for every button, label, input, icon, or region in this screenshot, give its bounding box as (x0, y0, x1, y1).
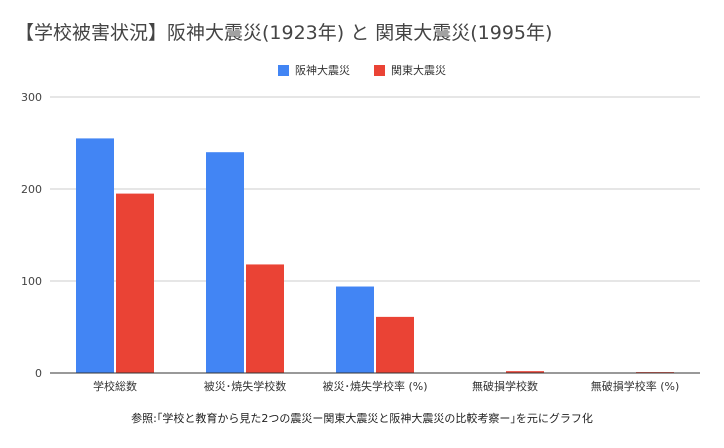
legend: 阪神大震災 関東大震災 (0, 62, 724, 78)
legend-item-kanto[interactable]: 関東大震災 (374, 62, 446, 78)
bar-kanto (376, 316, 414, 373)
legend-label-kanto: 関東大震災 (391, 64, 446, 77)
legend-label-hanshin: 阪神大震災 (295, 64, 350, 77)
y-tick-label: 100 (21, 275, 42, 288)
legend-item-hanshin[interactable]: 阪神大震災 (278, 62, 350, 78)
legend-swatch-hanshin (278, 64, 289, 76)
bar-kanto (506, 371, 544, 373)
x-tick-label: 被災･焼失学校数 (204, 379, 287, 393)
x-tick-label: 学校総数 (93, 379, 137, 393)
y-tick-label: 300 (21, 91, 42, 104)
bar-kanto (246, 264, 284, 373)
y-tick-label: 0 (35, 367, 42, 380)
source-note: 参照:｢学校と教育から見た2つの震災ー関東大震災と阪神大震災の比較考察ー｣を元に… (131, 412, 593, 425)
x-tick-label: 無破損学校率 (%) (591, 379, 680, 393)
bar-kanto (116, 193, 154, 373)
x-tick-label: 無破損学校数 (472, 379, 538, 393)
y-tick-label: 200 (21, 183, 42, 196)
chart-title: 【学校被害状況】阪神大震災(1923年) と 関東大震災(1995年) (15, 22, 553, 44)
x-tick-label: 被災･焼失学校率 (%) (322, 379, 427, 393)
bar-hanshin (336, 286, 374, 373)
legend-swatch-kanto (374, 64, 385, 76)
bar-hanshin (206, 152, 244, 373)
bar-hanshin (76, 138, 114, 373)
